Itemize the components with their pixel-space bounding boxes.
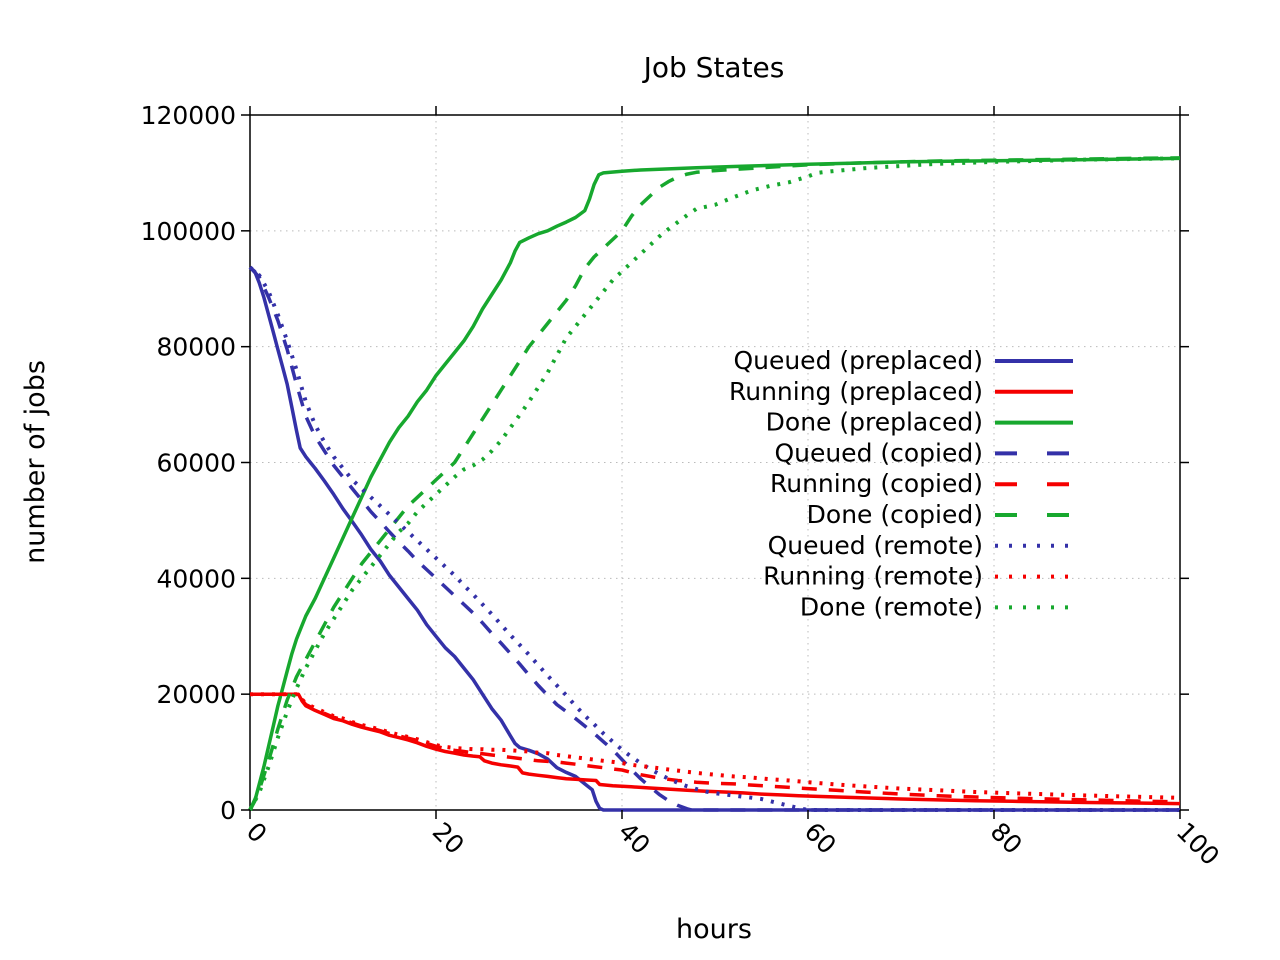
series-queued-preplaced <box>248 265 1180 812</box>
x-tick-label-100: 100 <box>1171 817 1225 871</box>
series-running-remote <box>250 692 1181 800</box>
legend-label-running-preplaced: Running (preplaced) <box>729 377 983 406</box>
y-tick-label-20000: 20000 <box>156 680 236 709</box>
legend-label-running-copied: Running (copied) <box>770 469 983 498</box>
grid-layer <box>250 115 1180 810</box>
series-running-copied <box>250 692 1181 804</box>
tick-layer <box>241 106 1189 819</box>
x-axis-label: hours <box>676 914 752 945</box>
y-axis-label: number of jobs <box>20 360 51 564</box>
legend-label-done-copied: Done (copied) <box>807 500 983 529</box>
series-queued-copied <box>248 266 1180 812</box>
y-tick-label-0: 0 <box>220 796 236 825</box>
x-tick-label-20: 20 <box>427 817 470 860</box>
y-tick-label-100000: 100000 <box>141 217 236 246</box>
legend-label-done-preplaced: Done (preplaced) <box>766 408 983 437</box>
chart-title: Job States <box>642 51 785 84</box>
series-done-copied <box>248 156 1181 811</box>
x-tick-label-60: 60 <box>799 817 842 860</box>
y-tick-label-120000: 120000 <box>141 101 236 130</box>
x-tick-label-40: 40 <box>613 817 656 860</box>
x-tick-label-80: 80 <box>985 817 1028 860</box>
series-queued-remote <box>248 265 1180 812</box>
y-tick-label-40000: 40000 <box>156 564 236 593</box>
legend: Queued (preplaced)Running (preplaced)Don… <box>729 346 1073 621</box>
series-layer <box>248 156 1181 812</box>
y-tick-label-60000: 60000 <box>156 449 236 478</box>
series-running-preplaced <box>250 692 1181 806</box>
legend-label-queued-remote: Queued (remote) <box>768 531 983 560</box>
legend-label-queued-preplaced: Queued (preplaced) <box>733 346 983 375</box>
legend-label-running-remote: Running (remote) <box>763 562 983 591</box>
legend-label-queued-copied: Queued (copied) <box>774 438 983 467</box>
legend-label-done-remote: Done (remote) <box>800 592 983 621</box>
y-tick-label-80000: 80000 <box>156 333 236 362</box>
x-tick-label-0: 0 <box>241 817 273 849</box>
series-done-preplaced <box>248 156 1181 811</box>
series-done-remote <box>248 156 1181 811</box>
